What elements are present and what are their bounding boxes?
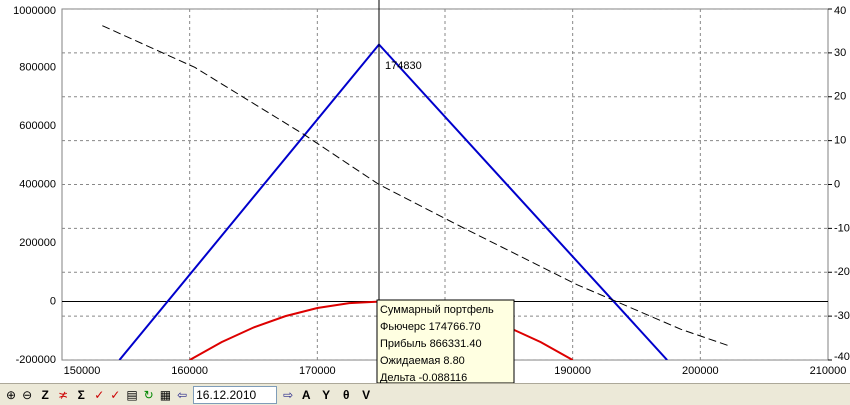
x-tick-label: 200000: [682, 365, 719, 377]
y2-tick-label: -30: [834, 310, 850, 322]
tooltip-row: Ожидаемая 8.80: [380, 355, 465, 367]
zoom-out[interactable]: ⊖: [22, 387, 33, 402]
x-tick-label: 190000: [554, 365, 591, 377]
y2-tick-label: 0: [834, 178, 840, 190]
tooltip-row: Дельта -0.088116: [380, 372, 467, 383]
icon[interactable]: ✓: [110, 387, 121, 402]
tooltip: [376, 299, 515, 383]
x-tick-label: 210000: [810, 365, 847, 377]
zoom-in[interactable]: ⊕: [6, 387, 17, 402]
icon[interactable]: ⇦: [177, 387, 188, 402]
icon[interactable]: ⇨: [283, 387, 294, 402]
crosshair-label: 174830: [385, 60, 422, 72]
toolbar-button[interactable]: V: [362, 387, 371, 402]
date-field[interactable]: 16.12.2010: [193, 385, 278, 404]
icon[interactable]: ▦: [159, 387, 172, 402]
y-tick-label: 400000: [19, 178, 56, 190]
chart: 1500001600001700001800001900002000002100…: [13, 0, 850, 383]
y-tick-label: -200000: [16, 354, 56, 366]
y2-tick-label: -20: [834, 266, 850, 278]
toolbar-button[interactable]: θ: [342, 387, 350, 402]
toolbar: ⊕ ⊖ Z ≭ Σ ✓ ✓ ▤ ↻ ▦ ⇦ 16.12.2010 ⇨ A Y θ…: [0, 383, 850, 405]
toolbar-button[interactable]: A: [301, 387, 311, 402]
y2-tick-label: 40: [834, 5, 846, 17]
icon[interactable]: ↻: [143, 387, 154, 402]
x-tick-label: 150000: [64, 365, 101, 377]
x-tick-label: 160000: [171, 365, 208, 377]
y-tick-label: 1000000: [13, 5, 56, 17]
tooltip-row: Прибыль 866331.40: [380, 338, 482, 350]
y2-tick-label: 20: [834, 91, 846, 103]
y-tick-label: 0: [50, 295, 56, 307]
toolbar-button[interactable]: Y: [322, 387, 331, 402]
y2-tick-label: -40: [834, 351, 850, 363]
icon[interactable]: ▤: [126, 387, 138, 402]
icon[interactable]: ✓: [94, 387, 105, 402]
y-tick-label: 800000: [19, 61, 56, 73]
x-tick-label: 170000: [299, 365, 336, 377]
y2-tick-label: -10: [834, 222, 850, 234]
tooltip-title: Суммарный портфель: [380, 304, 494, 316]
y-tick-label: 200000: [19, 237, 56, 249]
toolbar-button[interactable]: Σ: [77, 387, 85, 402]
y-tick-label: 600000: [19, 120, 56, 132]
toolbar-button[interactable]: Z: [41, 387, 49, 402]
icon[interactable]: ≭: [58, 387, 69, 402]
series-line: [102, 25, 731, 347]
tooltip-row: Фьючерс 174766.70: [380, 321, 481, 333]
y2-tick-label: 10: [834, 135, 846, 147]
y2-tick-label: 30: [834, 47, 846, 59]
